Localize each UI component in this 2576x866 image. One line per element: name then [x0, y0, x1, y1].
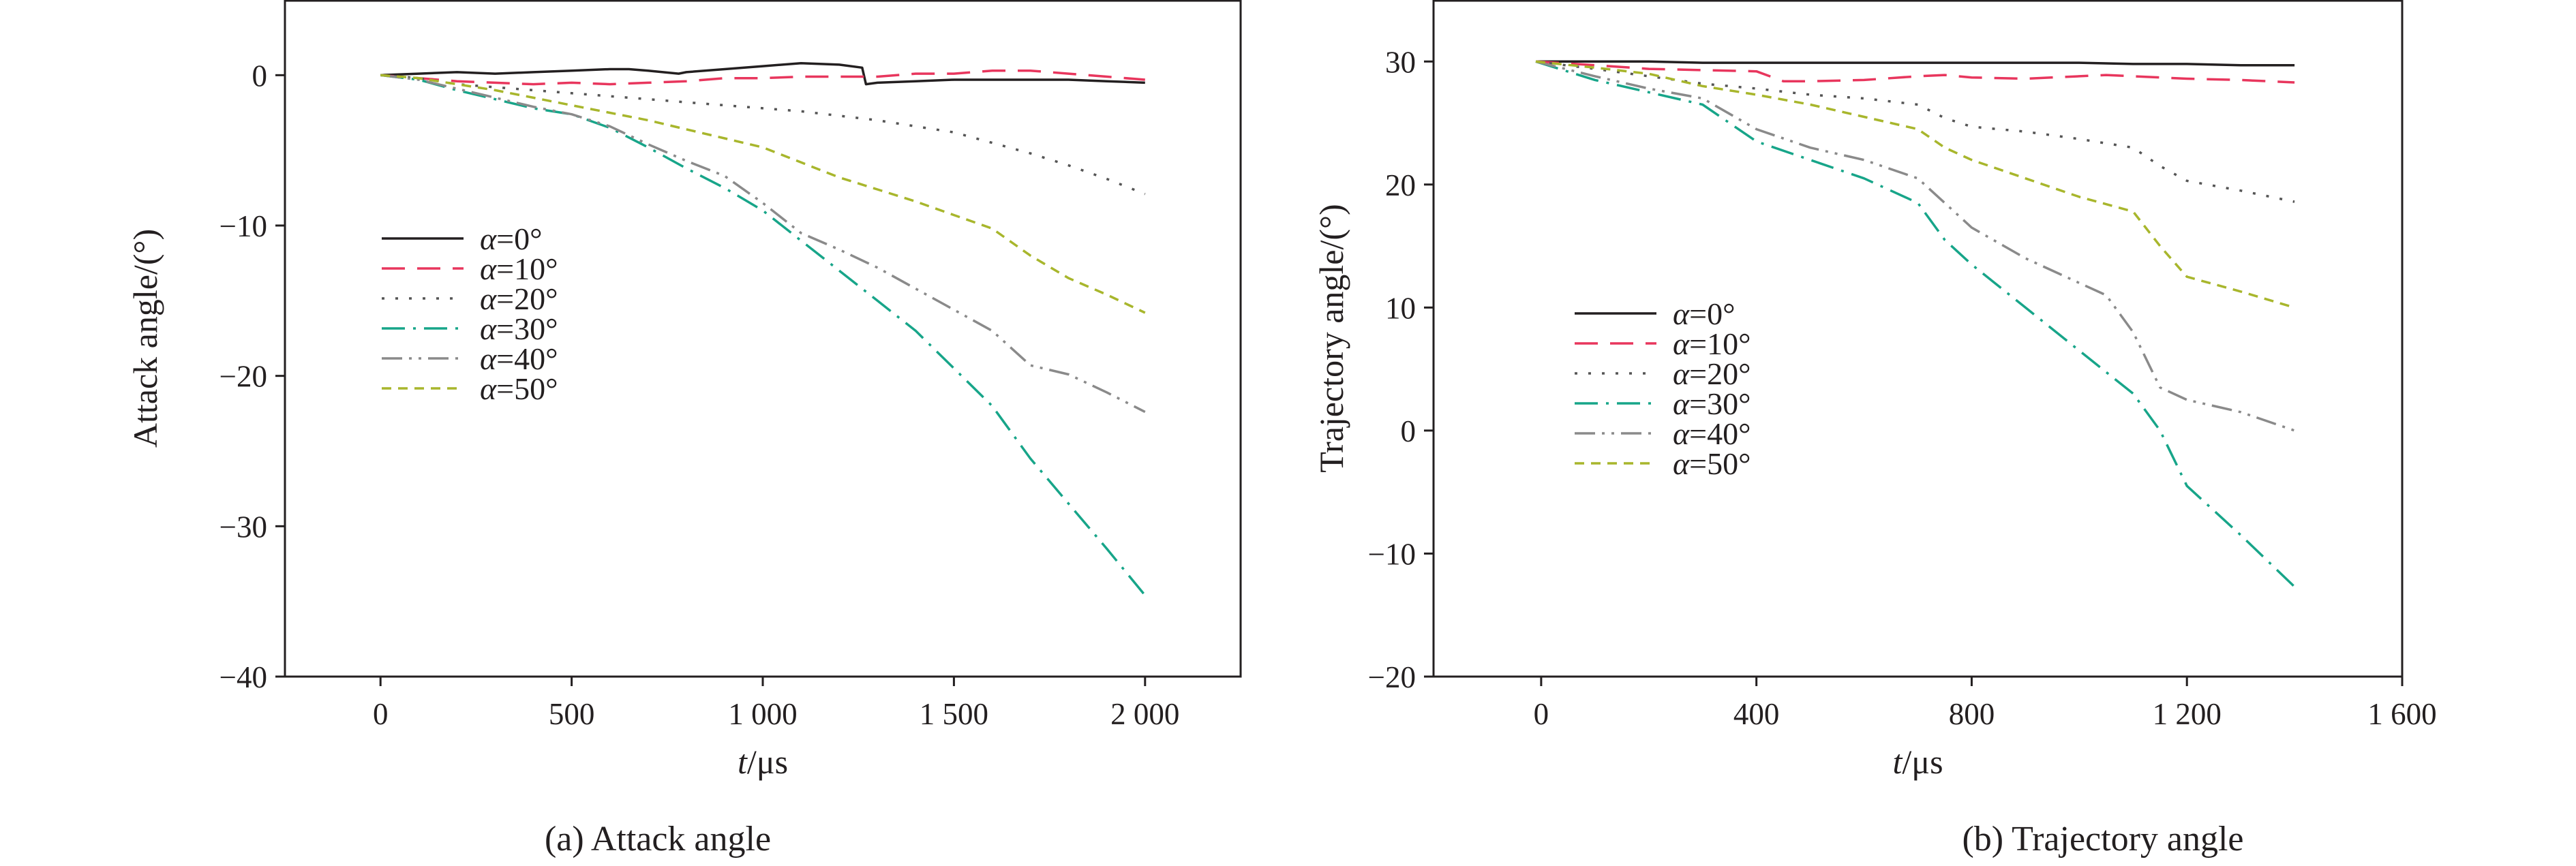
series-line [1535, 60, 2295, 309]
chart-attack-angle: 0 500 1 000 1 500 2 000 0 −10 −20 −30 −40 α=0°α=10… [126, 0, 1242, 859]
legend-label: α=0° [480, 221, 543, 256]
x-axis-title: t/μs [1892, 743, 1943, 781]
y-tick-label: 0 [1401, 414, 1416, 448]
series-line [1536, 60, 2295, 67]
plot-frame [284, 0, 1242, 678]
chart-trajectory-angle: 0 400 800 1 200 1 6003020100−10−20α=0°α=10°α… [1312, 0, 2437, 859]
series-line [380, 74, 1146, 414]
legend-label: α=30° [1673, 386, 1751, 421]
series-line [380, 69, 1145, 86]
legend-label: α=40° [480, 341, 558, 376]
legend-label: α=20° [480, 281, 558, 316]
y-tick-label: 0 [252, 59, 268, 93]
y-tick-label: 20 [1385, 168, 1416, 202]
x-tick-label: 0 [1534, 697, 1549, 731]
y-tick-label: 10 [1385, 291, 1416, 325]
legend-label: α=10° [480, 251, 558, 286]
x-tick-label: 400 [1733, 697, 1780, 731]
x-tick-label: 0 [373, 697, 389, 731]
legend-label: α=30° [480, 311, 558, 346]
x-tick-label: 500 [549, 697, 595, 731]
legend-label: α=50° [480, 371, 558, 406]
x-tick-label: 1 200 [2153, 697, 2222, 731]
x-axis-title: t/μs [738, 743, 788, 781]
series-line [380, 61, 1145, 86]
legend-label: α=20° [1673, 356, 1751, 391]
y-tick-label: −30 [219, 510, 267, 544]
legend-label: α=50° [1673, 446, 1751, 481]
figure-caption: (a) Attack angle [545, 820, 771, 859]
legend-label: α=0° [1673, 296, 1736, 331]
y-tick-label: −10 [219, 209, 267, 243]
series-line [1535, 60, 2295, 84]
y-tick-label: −10 [1368, 537, 1416, 571]
legend-label: α=10° [1673, 326, 1751, 361]
x-tick-label: 2 000 [1110, 697, 1179, 731]
x-tick-label: 1 000 [728, 697, 797, 731]
x-tick-label: 1 500 [920, 697, 988, 731]
series-line [1535, 60, 2295, 432]
y-axis-title: Attack angle/(°) [126, 229, 164, 448]
y-tick-label: 30 [1385, 45, 1416, 79]
x-tick-label: 1 600 [2367, 697, 2436, 731]
figure-caption: (b) Trajectory angle [1962, 820, 2243, 859]
series-line [380, 74, 1146, 196]
series-line [380, 74, 1147, 596]
y-axis-title: Trajectory angle/(°) [1312, 204, 1350, 472]
series-line [1535, 60, 2295, 203]
y-tick-label: −20 [1368, 660, 1416, 694]
y-tick-label: −40 [219, 660, 267, 694]
series-line [1535, 60, 2296, 588]
x-tick-label: 800 [1949, 697, 1995, 731]
legend-label: α=40° [1673, 416, 1751, 451]
plot-frame [1432, 0, 2404, 678]
y-tick-label: −20 [219, 360, 267, 394]
